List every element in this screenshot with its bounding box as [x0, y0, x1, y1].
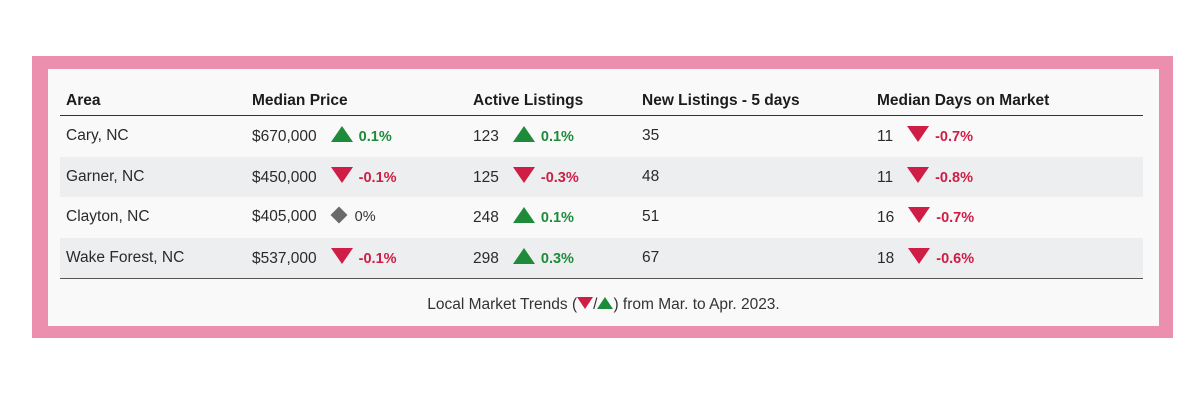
active-listings-cell: 248 0.1%: [467, 197, 636, 238]
diamond-icon: [330, 206, 348, 224]
median-price-cell: $537,000 -0.1%: [246, 237, 467, 279]
median-days-cell: 16 -0.7%: [871, 197, 1143, 238]
active-listings-change: 0.3%: [512, 247, 574, 267]
active-listings-cell: 123 0.1%: [467, 116, 636, 157]
median-days: 11: [877, 168, 894, 186]
new-listings: 48: [642, 167, 660, 185]
new-listings: 51: [642, 208, 660, 226]
table-row: Clayton, NC $405,000 0% 248 0.1% 51 16 -0.7%: [60, 197, 1143, 238]
up-triangle-icon: [512, 207, 535, 224]
median-days-change: -0.7%: [907, 126, 973, 145]
caption-suffix: ) from Mar. to Apr. 2023.: [613, 296, 780, 313]
area-name-cell: Cary, NC: [60, 116, 246, 157]
down-triangle-icon: [908, 207, 931, 224]
caption-separator: /: [593, 296, 598, 313]
down-triangle-icon: [907, 166, 930, 183]
median-days-change: -0.7%: [908, 207, 974, 226]
median-price: $450,000: [252, 168, 317, 186]
median-days: 11: [877, 128, 894, 146]
median-price: $670,000: [252, 128, 317, 146]
table-row: Garner, NC $450,000 -0.1% 125 -0.3% 48 11 -0.8%: [60, 156, 1143, 197]
active-listings: 123: [473, 128, 499, 146]
median-days-change: -0.6%: [908, 247, 975, 267]
active-listings-change-value: -0.3%: [540, 169, 579, 186]
header-active-listings: Active Listings: [467, 86, 636, 116]
active-listings: 298: [473, 249, 499, 267]
table-row: Cary, NC $670,000 0.1% 123 0.1% 35 11 -0.7%: [60, 116, 1143, 157]
active-listings-change: -0.3%: [512, 166, 579, 186]
median-days-cell: 11 -0.7%: [871, 116, 1143, 157]
active-listings-cell: 125 -0.3%: [467, 156, 636, 197]
header-median-price: Median Price: [246, 86, 467, 116]
median-days-change-value: -0.7%: [936, 210, 975, 227]
down-triangle-icon: [907, 126, 930, 143]
new-listings-cell: 35: [636, 116, 871, 157]
table-header-row: Area Median Price Active Listings New Li…: [60, 86, 1143, 116]
table-caption: Local Market Trends ( / ) from Mar. to Apr…: [48, 296, 1159, 314]
down-triangle-icon: [330, 166, 353, 183]
median-days-change: -0.8%: [907, 166, 973, 186]
median-price-change: 0.1%: [330, 126, 392, 146]
active-listings-change: 0.1%: [512, 207, 574, 227]
new-listings-cell: 48: [636, 156, 871, 197]
median-price-change-value: -0.1%: [358, 169, 397, 186]
header-new-listings: New Listings - 5 days: [636, 86, 871, 116]
active-listings-change-value: 0.1%: [540, 129, 574, 146]
down-triangle-icon: [577, 297, 594, 309]
down-triangle-icon: [512, 166, 535, 183]
median-price-change: -0.1%: [330, 166, 397, 186]
header-area: Area: [60, 86, 246, 116]
down-triangle-icon: [908, 247, 931, 264]
median-days-cell: 18 -0.6%: [871, 237, 1143, 279]
median-price: $405,000: [252, 208, 317, 226]
median-price-change: -0.1%: [330, 247, 397, 267]
median-price-cell: $450,000 -0.1%: [246, 156, 467, 197]
trends-panel: Area Median Price Active Listings New Li…: [48, 69, 1159, 326]
median-price: $537,000: [252, 249, 317, 267]
new-listings-cell: 51: [636, 197, 871, 238]
new-listings: 67: [642, 248, 660, 266]
active-listings-change-value: 0.3%: [540, 250, 574, 267]
active-listings: 248: [473, 209, 499, 227]
active-listings-change-value: 0.1%: [540, 210, 574, 227]
header-median-days: Median Days on Market: [871, 86, 1143, 116]
table-row: Wake Forest, NC $537,000 -0.1% 298 0.3% 67 18 -…: [60, 237, 1143, 279]
median-price-change-value: 0%: [354, 209, 376, 226]
active-listings-cell: 298 0.3%: [467, 237, 636, 279]
table-body: Cary, NC $670,000 0.1% 123 0.1% 35 11 -0.7% Garn…: [60, 116, 1143, 279]
market-trends-table: Area Median Price Active Listings New Li…: [60, 86, 1143, 279]
median-days-change-value: -0.6%: [936, 250, 975, 267]
area-name-cell: Wake Forest, NC: [60, 237, 246, 279]
pink-frame: Area Median Price Active Listings New Li…: [32, 56, 1173, 338]
up-triangle-icon: [597, 297, 614, 309]
up-triangle-icon: [330, 126, 353, 143]
active-listings: 125: [473, 168, 499, 186]
area-name-cell: Garner, NC: [60, 156, 246, 197]
area-name: Clayton, NC: [66, 208, 150, 226]
active-listings-change: 0.1%: [512, 126, 574, 146]
new-listings: 35: [642, 127, 660, 145]
area-name-cell: Clayton, NC: [60, 197, 246, 238]
area-name: Garner, NC: [66, 167, 145, 185]
median-days-cell: 11 -0.8%: [871, 156, 1143, 197]
median-price-cell: $670,000 0.1%: [246, 116, 467, 157]
area-name: Wake Forest, NC: [66, 248, 185, 266]
up-triangle-icon: [512, 126, 535, 143]
median-price-cell: $405,000 0%: [246, 197, 467, 238]
median-price-change: 0%: [330, 206, 376, 226]
median-price-change-value: -0.1%: [358, 250, 397, 267]
median-days-change-value: -0.8%: [935, 169, 973, 186]
caption-prefix: Local Market Trends (: [427, 296, 578, 313]
up-triangle-icon: [512, 247, 535, 264]
median-price-change-value: 0.1%: [358, 129, 392, 146]
median-days-change-value: -0.7%: [935, 129, 973, 146]
median-days: 18: [877, 249, 895, 267]
new-listings-cell: 67: [636, 237, 871, 279]
median-days: 16: [877, 209, 895, 227]
down-triangle-icon: [330, 247, 353, 264]
area-name: Cary, NC: [66, 127, 129, 145]
